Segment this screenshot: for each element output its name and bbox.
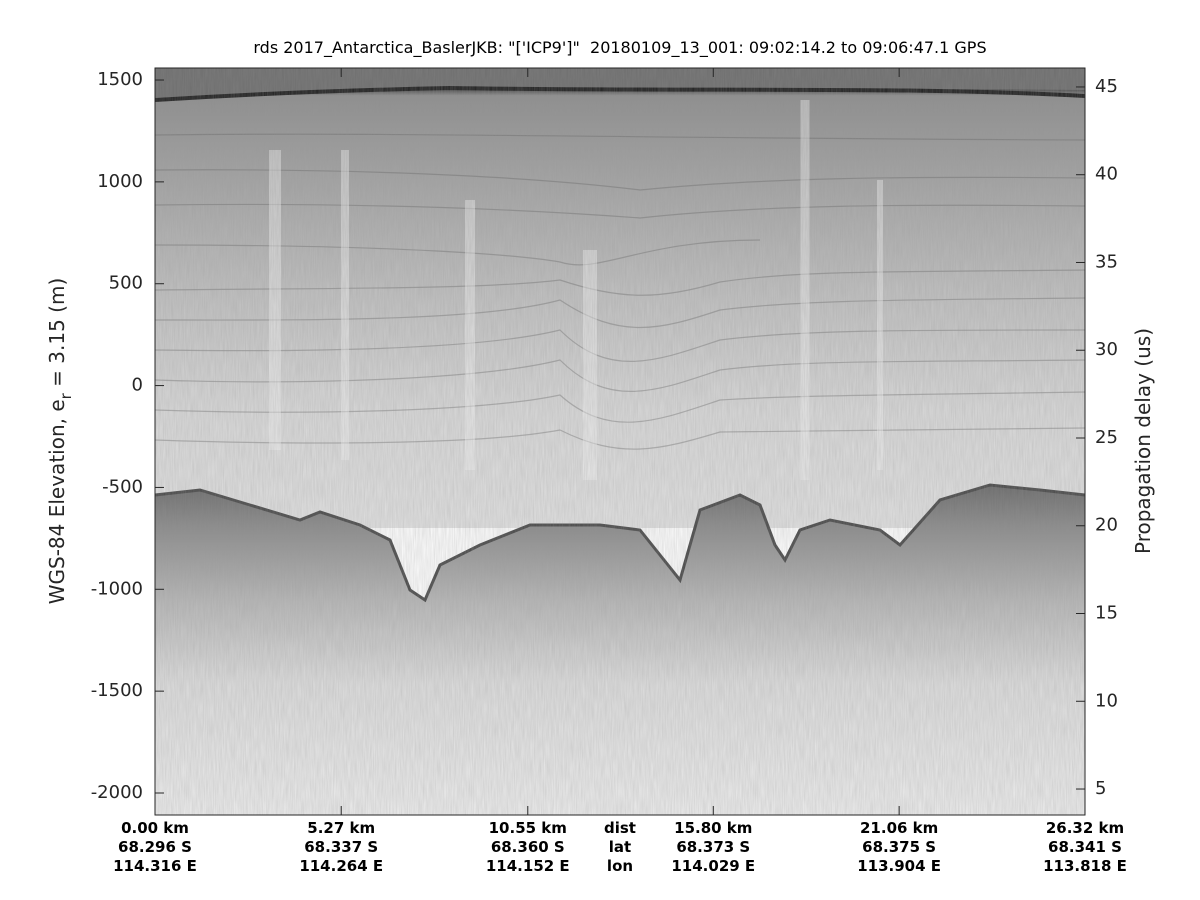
y-tick-label: 500 <box>109 273 143 294</box>
y2-tick-label: 30 <box>1095 339 1118 360</box>
y2-tick-label: 35 <box>1095 251 1118 272</box>
y-tick-label: 1500 <box>97 69 143 90</box>
x-tick-label: 26.32 km <box>1046 819 1124 837</box>
y2-tick-label: 40 <box>1095 164 1118 185</box>
x-row-label: lat <box>609 838 631 856</box>
y-tick-label: -2000 <box>91 782 143 803</box>
x-tick-lat: 68.296 S <box>118 838 192 856</box>
y2-tick-label: 15 <box>1095 603 1118 624</box>
x-row-label: lon <box>607 857 633 875</box>
y-tick-label: -1000 <box>91 578 143 599</box>
y-tick-label: -500 <box>102 476 143 497</box>
y-axis-label: WGS-84 Elevation, er = 3.15 (m) <box>45 278 75 605</box>
y-label-text: WGS-84 Elevation, e <box>45 399 69 604</box>
y-tick-label: 0 <box>132 375 143 396</box>
x-tick-lon: 113.818 E <box>1043 857 1127 875</box>
y-tick-label: 1000 <box>97 171 143 192</box>
x-tick-lon: 114.029 E <box>671 857 755 875</box>
x-tick-lat: 68.373 S <box>676 838 750 856</box>
plot-frame <box>154 67 1086 816</box>
y2-tick-label: 45 <box>1095 76 1118 97</box>
chart-title: rds 2017_Antarctica_BaslerJKB: "['ICP9']… <box>253 38 986 58</box>
x-row-label: dist <box>604 819 636 837</box>
x-tick-label: 10.55 km <box>489 819 567 837</box>
y2-tick-label: 5 <box>1095 778 1106 799</box>
x-tick-lon: 114.316 E <box>113 857 197 875</box>
echogram-image <box>155 68 1085 815</box>
x-tick-lat: 68.337 S <box>304 838 378 856</box>
speckle <box>155 68 1085 815</box>
y-label-rest: = 3.15 (m) <box>45 278 69 393</box>
x-tick-lat: 68.341 S <box>1048 838 1122 856</box>
x-tick-lon: 114.264 E <box>299 857 383 875</box>
x-tick-lon: 114.152 E <box>486 857 570 875</box>
x-tick-lon: 113.904 E <box>857 857 941 875</box>
x-tick-lat: 68.375 S <box>862 838 936 856</box>
x-tick-label: 15.80 km <box>674 819 752 837</box>
x-tick-label: 5.27 km <box>307 819 375 837</box>
y2-axis-label: Propagation delay (us) <box>1131 328 1155 554</box>
y2-tick-label: 25 <box>1095 427 1118 448</box>
y-tick-label: -1500 <box>91 680 143 701</box>
x-tick-lat: 68.360 S <box>491 838 565 856</box>
y-label-subscript: r <box>57 392 75 399</box>
x-tick-label: 0.00 km <box>121 819 189 837</box>
y2-tick-label: 10 <box>1095 690 1118 711</box>
x-tick-label: 21.06 km <box>860 819 938 837</box>
y2-tick-label: 20 <box>1095 515 1118 536</box>
